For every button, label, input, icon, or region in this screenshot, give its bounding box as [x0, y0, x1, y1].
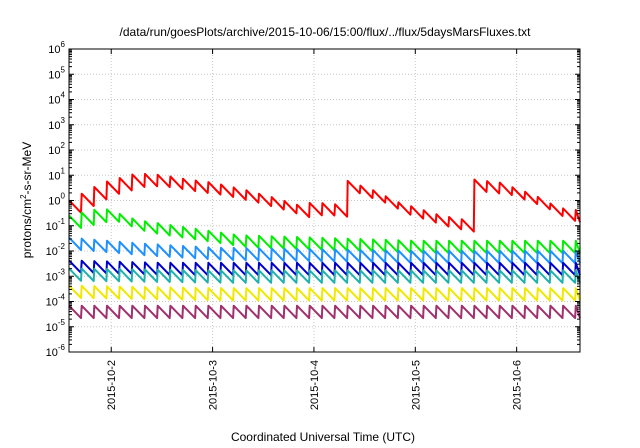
series-line-1 — [68, 172, 581, 233]
series-line-7 — [68, 304, 581, 320]
y-tick-label: 10-6 — [46, 343, 66, 359]
series-line-3 — [68, 236, 581, 265]
x-axis: 2015-10-2 2015-10-3 2015-10-4 2015-10-5 2015… — [106, 49, 524, 410]
y-axis: 10-6 10-5 10-4 10-3 10-2 10-1 100 101 102 103 104 1… — [46, 40, 580, 359]
y-tick-label: 10-5 — [46, 318, 66, 334]
x-tick-label: 2015-10-4 — [309, 360, 321, 410]
y-tick-label: 103 — [48, 116, 65, 132]
series-group — [68, 172, 581, 320]
y-axis-label: protons/cm2-s-sr-MeV — [19, 142, 34, 258]
x-axis-label: Coordinated Universal Time (UTC) — [231, 430, 415, 444]
y-tick-label: 105 — [48, 65, 65, 81]
x-tick-label: 2015-10-2 — [106, 360, 118, 410]
y-tick-label: 10-4 — [46, 293, 66, 309]
y-tick-label: 10-1 — [46, 217, 66, 233]
y-tick-label: 100 — [48, 192, 65, 208]
y-tick-label: 101 — [48, 166, 65, 182]
x-tick-label: 2015-10-6 — [512, 360, 524, 410]
y-tick-label: 102 — [48, 141, 65, 157]
x-tick-label: 2015-10-5 — [410, 360, 422, 410]
y-tick-label: 10-3 — [46, 267, 66, 283]
series-line-6 — [68, 284, 581, 302]
y-tick-label: 104 — [48, 91, 65, 107]
y-tick-label: 106 — [48, 40, 65, 56]
x-tick-label: 2015-10-3 — [208, 360, 220, 410]
series-line-2 — [68, 208, 581, 255]
chart-title: /data/run/goesPlots/archive/2015-10-06/1… — [120, 25, 532, 39]
y-tick-label: 10-2 — [46, 242, 66, 258]
series-line-5 — [68, 267, 581, 284]
